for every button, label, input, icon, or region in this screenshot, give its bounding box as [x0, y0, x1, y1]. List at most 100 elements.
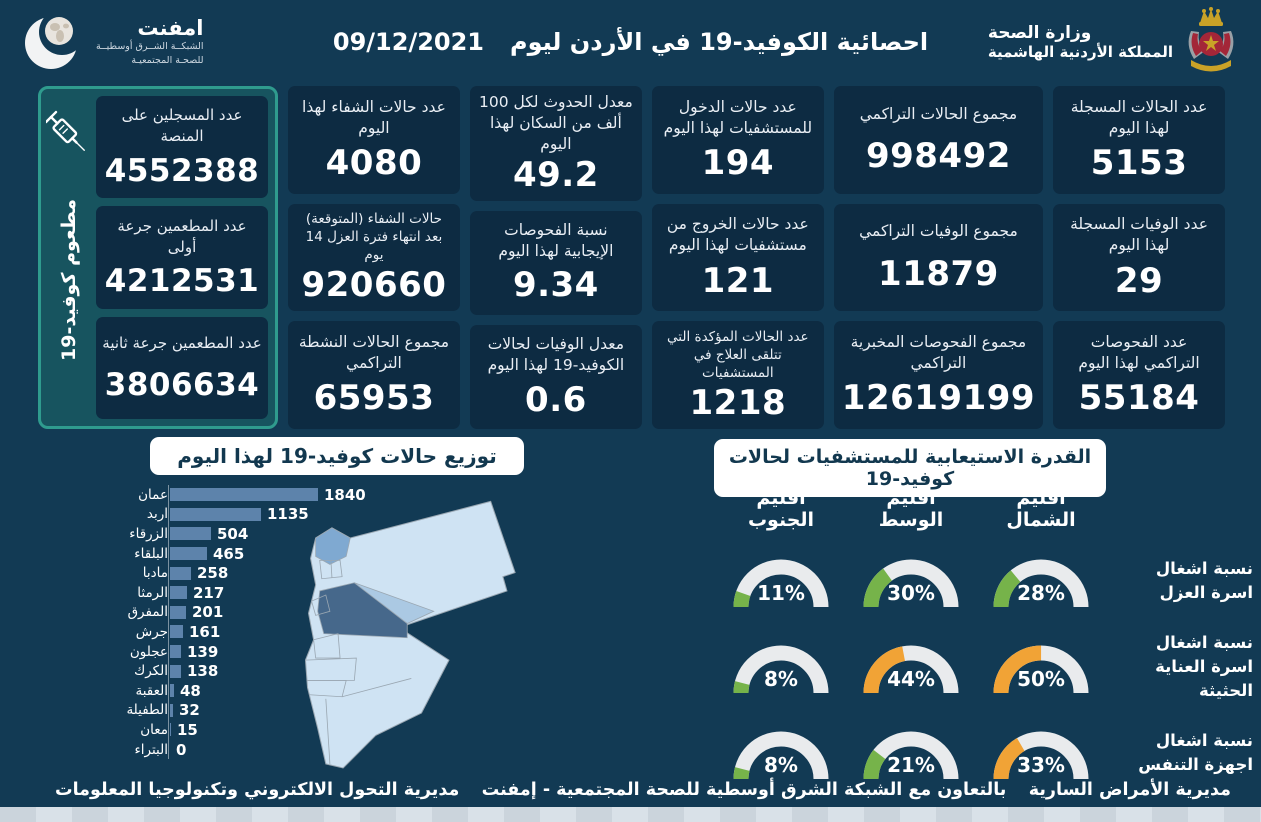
stat-card-label: حالات الشفاء (المتوقعة) بعد انتهاء فترة … [305, 211, 443, 264]
bar-value-label: 48 [180, 681, 201, 700]
stat-card-value: 65953 [313, 378, 435, 419]
gauge-arc [733, 731, 829, 780]
bar [170, 507, 261, 521]
ministry-kingdom: المملكة الأردنية الهاشمية [987, 43, 1173, 61]
bar [170, 547, 207, 561]
bar [170, 684, 174, 698]
jordan-coat-of-arms-icon [1183, 5, 1239, 79]
stat-card: عدد حالات الدخول للمستشفيات لهذا اليوم 19… [651, 86, 824, 194]
bar-value-label: 32 [179, 701, 200, 720]
bar-value-label: 15 [177, 720, 198, 739]
bar-track: 138 [168, 661, 218, 681]
bar-row: جرش 161 [98, 622, 366, 642]
bar-category-label: المفرق [127, 604, 168, 621]
emphnet-globe-crescent-icon [22, 8, 86, 76]
gauge-value: 21% [887, 752, 935, 777]
bar-category-label: العقبة [135, 682, 168, 699]
ministry-block: وزارة الصحة المملكة الأردنية الهاشمية [939, 5, 1239, 79]
gauge-row-label: نسبة اشغال اجهزة التنفس [1138, 730, 1253, 774]
stat-card-value: 29 [1114, 260, 1164, 301]
bar-track: 0 [168, 739, 187, 760]
bar-row: اربد 1135 [98, 504, 366, 525]
stat-card: عدد الحالات المسجلة لهذا اليوم 5153 [1053, 86, 1225, 194]
vaccine-panel: مطعوم كوفيد-19 عدد المسجلين على المنصة 45… [38, 86, 278, 429]
gauge-arc [993, 645, 1089, 694]
logo-subtitle-1: الشبكــة الشــرق أوسطيــة [96, 40, 204, 52]
stat-card-label: معدل الحدوث لكل 100 ألف من السكان لهذا ا… [478, 93, 633, 153]
bar-row: الطفيلة 32 [98, 700, 366, 721]
hospital-capacity-title: القدرة الاستيعابية للمستشفيات لحالات كوف… [714, 439, 1106, 497]
bar-value-label: 217 [193, 583, 225, 602]
bar-category-label: جرش [135, 623, 168, 640]
bar-track: 201 [168, 602, 224, 623]
gauge: 28% [985, 549, 1097, 613]
bar-value-label: 201 [192, 603, 224, 622]
bar-category-label: معان [140, 721, 168, 738]
stat-card-label: عدد حالات الشفاء لهذا اليوم [302, 97, 446, 137]
stat-column: عدد حالات الدخول للمستشفيات لهذا اليوم 19… [651, 86, 824, 430]
stat-card: عدد حالات الخروج من مستشفيات لهذا اليوم 1… [651, 203, 824, 312]
bar-track: 504 [168, 524, 248, 544]
stat-card: معدل الحدوث لكل 100 ألف من السكان لهذا ا… [469, 86, 642, 201]
report-date: 09/12/2021 [332, 28, 484, 56]
gauge-header-row: اقليم الشمال اقليم الوسط اقليم الجنوب [696, 487, 1253, 531]
stats-section: عدد الحالات المسجلة لهذا اليوم 5153 عدد ال… [0, 84, 1261, 430]
bar-row: البتراء 0 [98, 739, 366, 760]
bar-track: 139 [168, 641, 218, 662]
bar [170, 625, 183, 639]
gauge: 8% [725, 721, 837, 785]
bar [170, 723, 171, 737]
gauge: 33% [985, 721, 1097, 785]
bottom-section: توزيع حالات كوفيد-19 لهذا اليوم [0, 429, 1261, 822]
gauge-grid: اقليم الشمال اقليم الوسط اقليم الجنوب نسبة… [696, 487, 1253, 785]
vaccine-card-label: عدد المسجلين على المنصة [121, 106, 243, 146]
stat-card-label: معدل الوفيات لحالات الكوفيد-19 لهذا اليو… [487, 335, 625, 375]
gauge-row: نسبة اشغال اسرة العناية الحثيثة 50% 44% 8% [696, 631, 1253, 703]
bottom-strip [0, 807, 1261, 822]
stat-card: عدد الفحوصات التراكمي لهذا اليوم 55184 [1053, 321, 1225, 430]
bar-category-label: اربد [146, 506, 168, 523]
bar [170, 664, 181, 678]
stat-card: معدل الوفيات لحالات الكوفيد-19 لهذا اليو… [469, 324, 642, 430]
bar-row: العقبة 48 [98, 680, 366, 701]
vaccine-card-value: 4212531 [104, 263, 260, 300]
stat-column: معدل الحدوث لكل 100 ألف من السكان لهذا ا… [469, 86, 642, 430]
stat-card-value: 998492 [865, 136, 1011, 177]
bar-value-label: 0 [176, 740, 187, 759]
bar-row: البلقاء 465 [98, 543, 366, 564]
gauge-arc [863, 559, 959, 608]
bar-track: 1840 [168, 485, 366, 505]
stat-card-label: عدد حالات الخروج من مستشفيات لهذا اليوم [666, 215, 809, 255]
stat-column: مجموع الحالات التراكمي 998492 مجموع الوفيا… [833, 86, 1044, 430]
bar [170, 645, 181, 659]
bar-track: 465 [168, 543, 244, 564]
gauge-value: 28% [1017, 581, 1065, 605]
bar-category-label: الطفيلة [126, 702, 168, 719]
bar-row: مادبا 258 [98, 563, 366, 583]
bar [170, 566, 191, 580]
gauge-value: 8% [764, 666, 798, 691]
gauge: 11% [725, 549, 837, 613]
logo-subtitle-2: للصحـة المجتمعيـة [131, 55, 204, 66]
gauge-arc [993, 731, 1089, 780]
bar [170, 527, 211, 541]
bar [170, 703, 173, 717]
syringe-icon [44, 110, 96, 170]
vaccine-card: عدد المطعمين جرعة أولى 4212531 [96, 206, 268, 309]
stat-card-value: 5153 [1090, 143, 1188, 184]
stat-card-label: عدد الفحوصات التراكمي لهذا اليوم [1078, 332, 1200, 372]
bar-track: 258 [168, 563, 228, 583]
vaccine-cards: عدد المسجلين على المنصة 4552388 عدد المطعم… [96, 96, 268, 419]
footer: مديرية التحول الالكتروني وتكنولوجيا المع… [0, 780, 1261, 800]
gauge-value: 33% [1017, 752, 1065, 777]
page-title-text: احصائية الكوفيد-19 في الأردن ليوم [510, 28, 929, 56]
region-header: اقليم الجنوب [747, 487, 815, 531]
bar-value-label: 504 [217, 524, 249, 543]
ministry-text: وزارة الصحة المملكة الأردنية الهاشمية [988, 23, 1173, 61]
stat-column: عدد الحالات المسجلة لهذا اليوم 5153 عدد ال… [1053, 86, 1225, 430]
stat-card: عدد حالات الشفاء لهذا اليوم 4080 [287, 86, 460, 194]
bar-row: الزرقاء 504 [98, 524, 366, 544]
logo-name: امفنت [137, 15, 204, 40]
stat-card: عدد الوفيات المسجلة لهذا اليوم 29 [1053, 203, 1225, 312]
stat-card-label: نسبة الفحوصات الإيجابية لهذا اليوم [498, 221, 614, 261]
